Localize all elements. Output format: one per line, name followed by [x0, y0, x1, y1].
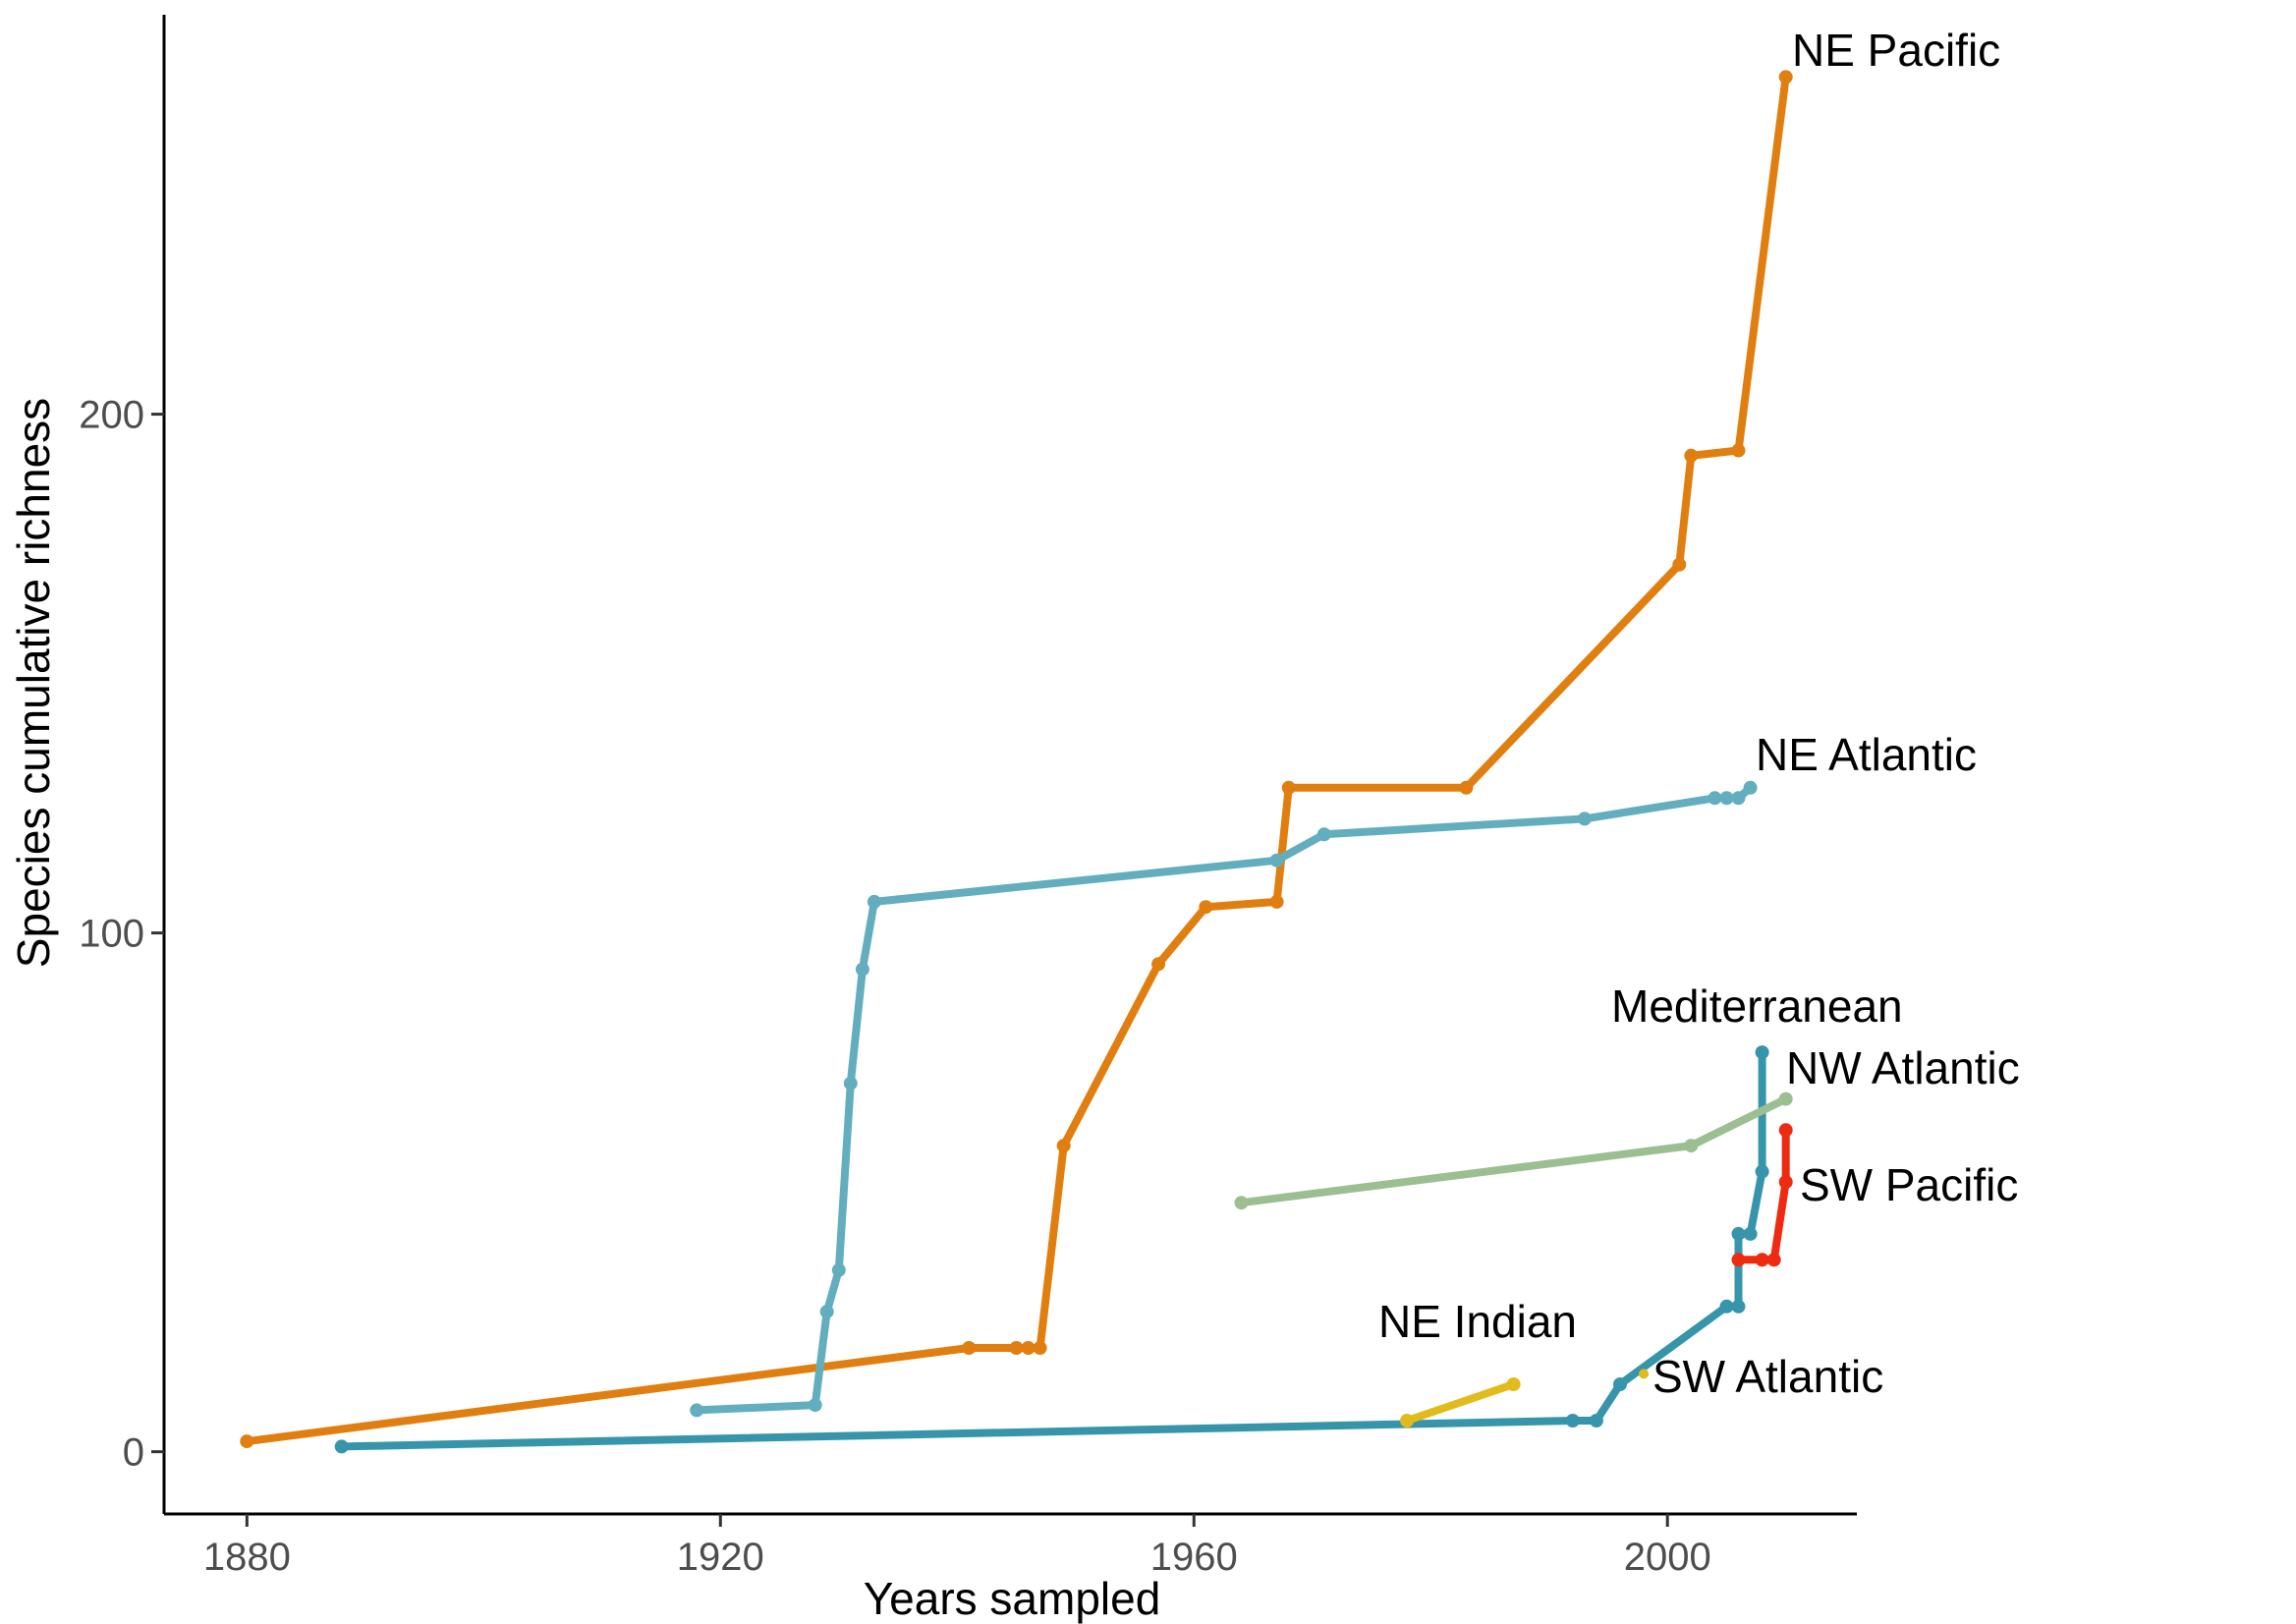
data-point-sw-pacific-1: [1755, 1253, 1769, 1267]
series-line-ne-atlantic: [693, 783, 1755, 1415]
data-point-ne-atlantic-6: [867, 894, 881, 909]
axes-layer: [162, 15, 1857, 1516]
ticks-layer: 1880 1920 1960 2000 0 100 200: [79, 394, 1710, 1579]
series-mediterranean: [334, 1045, 1769, 1454]
data-point-mediterranean-3: [1613, 1377, 1627, 1391]
data-point-ne-pacific-1: [962, 1341, 977, 1355]
data-point-ne-atlantic-1: [808, 1398, 822, 1413]
data-point-ne-atlantic-10: [1708, 791, 1722, 806]
data-point-ne-pacific-7: [1199, 900, 1213, 915]
x-tick-label-1880: 1880: [203, 1536, 291, 1579]
data-point-ne-pacific-10: [1459, 780, 1474, 795]
data-point-mediterranean-0: [334, 1439, 349, 1454]
y-tick-label-0: 0: [123, 1431, 144, 1475]
series-label-nw-atlantic: NW Atlantic: [1786, 1042, 2020, 1093]
data-point-ne-indian-1: [1506, 1377, 1521, 1391]
y-tick-label-200: 200: [79, 394, 144, 437]
data-point-ne-pacific-8: [1269, 894, 1284, 909]
series-line-nw-atlantic: [1237, 1094, 1790, 1207]
data-point-mediterranean-5: [1731, 1299, 1746, 1314]
data-point-ne-pacific-3: [1021, 1341, 1036, 1355]
series-sw-atlantic: [1639, 1369, 1650, 1379]
data-point-mediterranean-2: [1589, 1414, 1603, 1428]
data-point-mediterranean-6: [1731, 1226, 1746, 1241]
series-label-sw-pacific: SW Pacific: [1800, 1159, 2018, 1210]
series-label-ne-pacific: NE Pacific: [1792, 25, 2000, 76]
data-point-ne-pacific-9: [1281, 780, 1296, 795]
series-ne-indian: [1400, 1377, 1521, 1428]
data-point-ne-atlantic-4: [843, 1076, 858, 1091]
data-point-ne-atlantic-0: [690, 1403, 704, 1418]
data-point-sw-pacific-0: [1731, 1253, 1746, 1267]
series-ne-pacific: [240, 70, 1793, 1449]
labels-layer: NE Pacific NE Atlantic Mediterranean NW Atl…: [1378, 25, 2020, 1402]
x-axis-title: Years sampled: [864, 1573, 1161, 1624]
x-tick-label-2000: 2000: [1624, 1536, 1711, 1579]
series-label-sw-atlantic: SW Atlantic: [1652, 1351, 1883, 1402]
data-point-ne-pacific-11: [1672, 557, 1687, 572]
data-point-nw-atlantic-1: [1684, 1139, 1699, 1153]
data-point-mediterranean-9: [1755, 1045, 1769, 1060]
data-point-ne-pacific-6: [1151, 957, 1166, 972]
data-point-sw-pacific-3: [1778, 1175, 1793, 1190]
data-point-ne-pacific-4: [1033, 1341, 1047, 1355]
data-point-ne-pacific-5: [1056, 1139, 1071, 1153]
series-label-ne-indian: NE Indian: [1378, 1296, 1577, 1347]
y-tick-label-100: 100: [79, 913, 144, 956]
data-point-ne-pacific-13: [1731, 443, 1746, 458]
data-point-sw-pacific-2: [1766, 1253, 1781, 1267]
data-point-ne-atlantic-3: [831, 1262, 846, 1277]
data-point-mediterranean-7: [1743, 1226, 1758, 1241]
series-label-mediterranean: Mediterranean: [1611, 980, 1903, 1032]
series-label-ne-atlantic: NE Atlantic: [1756, 729, 1977, 780]
data-point-mediterranean-1: [1565, 1414, 1580, 1428]
data-point-ne-atlantic-2: [819, 1305, 834, 1319]
data-point-ne-pacific-14: [1778, 70, 1793, 84]
data-point-ne-atlantic-12: [1731, 791, 1746, 806]
series-sw-pacific: [1731, 1123, 1793, 1267]
y-axis-title: Species cumulative richness: [8, 398, 59, 968]
series-nw-atlantic: [1234, 1092, 1793, 1210]
data-point-nw-atlantic-0: [1234, 1196, 1249, 1210]
series-ne-atlantic: [690, 780, 1758, 1418]
data-point-ne-atlantic-9: [1577, 812, 1592, 826]
data-point-ne-atlantic-7: [1269, 853, 1284, 868]
data-point-nw-atlantic-2: [1778, 1092, 1793, 1106]
data-point-ne-atlantic-11: [1719, 791, 1734, 806]
series-line-ne-indian: [1403, 1380, 1518, 1425]
data-point-mediterranean-4: [1719, 1299, 1734, 1314]
data-point-ne-atlantic-8: [1316, 827, 1331, 842]
data-point-ne-indian-0: [1400, 1414, 1415, 1428]
data-point-sw-atlantic-0: [1639, 1369, 1650, 1379]
series-layer: [240, 70, 1793, 1454]
data-point-mediterranean-8: [1755, 1164, 1769, 1179]
x-tick-label-1920: 1920: [677, 1536, 764, 1579]
data-point-ne-atlantic-5: [855, 962, 869, 977]
data-point-sw-pacific-4: [1778, 1123, 1793, 1138]
x-tick-label-1960: 1960: [1150, 1536, 1238, 1579]
data-point-ne-pacific-12: [1684, 448, 1699, 463]
data-point-ne-atlantic-13: [1743, 780, 1758, 795]
data-point-ne-pacific-0: [240, 1434, 254, 1449]
data-point-ne-pacific-2: [1009, 1341, 1024, 1355]
series-line-ne-pacific: [243, 73, 1790, 1446]
